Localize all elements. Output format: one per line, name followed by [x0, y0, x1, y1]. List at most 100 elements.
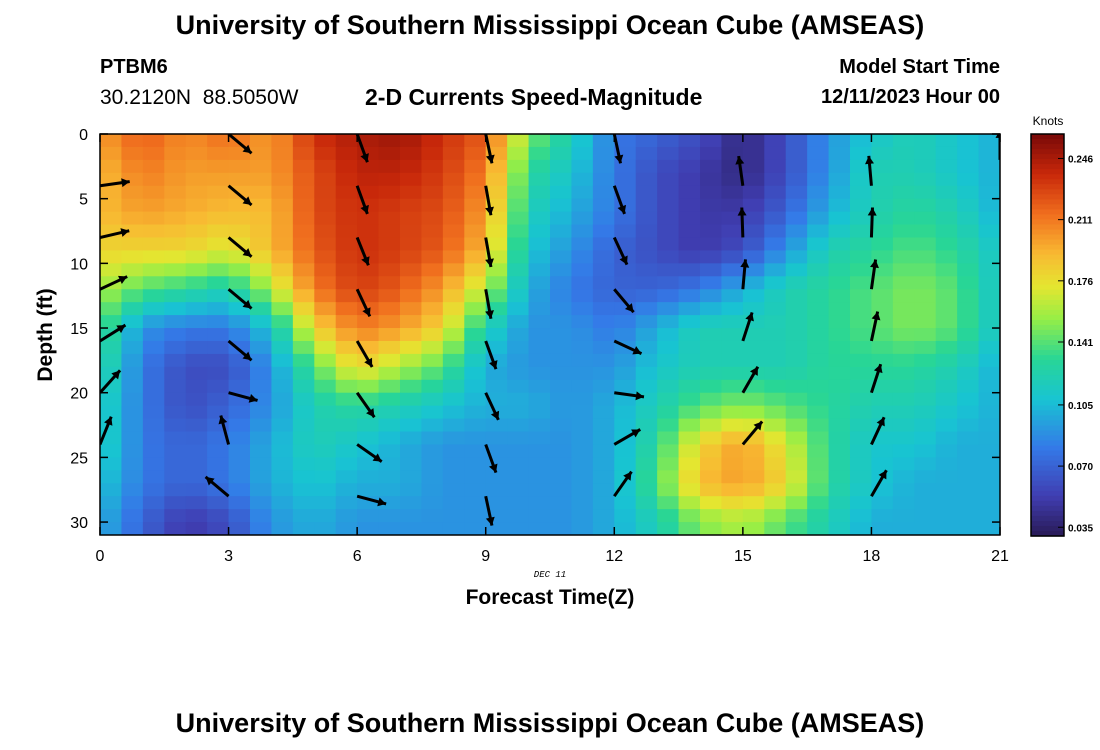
heatmap-cell [250, 353, 273, 368]
colorbar-segment [1031, 525, 1064, 532]
heatmap-cell [614, 444, 637, 458]
heatmap-cell [228, 366, 251, 381]
heatmap-cell [271, 276, 294, 290]
colorbar-segment [1031, 440, 1064, 447]
heatmap-cell [164, 418, 187, 433]
heatmap-cell [742, 405, 765, 420]
heatmap-cell [421, 328, 444, 342]
heatmap-cell [250, 211, 273, 226]
heatmap-cell [892, 470, 915, 484]
heatmap-cell [421, 250, 444, 264]
heatmap-cell [357, 522, 380, 535]
heatmap-cell [528, 483, 551, 497]
current-vector-head [624, 303, 634, 313]
heatmap-cell [978, 353, 1000, 368]
heatmap-cell [421, 340, 444, 355]
heatmap-cell [957, 405, 980, 420]
current-vector-head [118, 275, 128, 285]
heatmap-cell [871, 353, 894, 368]
heatmap-cell [700, 392, 723, 407]
heatmap-cell [764, 418, 787, 433]
heatmap-cell [657, 289, 680, 303]
heatmap-cell [592, 405, 615, 420]
heatmap-cell [828, 315, 851, 329]
heatmap-cell [442, 353, 465, 368]
heatmap-cell [635, 353, 658, 368]
heatmap-cell [978, 366, 1000, 381]
heatmap-cell [400, 340, 423, 355]
heatmap-cell [571, 457, 594, 471]
heatmap-cell [785, 418, 808, 433]
heatmap-cell [528, 263, 551, 277]
heatmap-cell [550, 509, 573, 523]
heatmap-cell [271, 159, 294, 174]
heatmap-cell [228, 405, 251, 420]
heatmap-cell [571, 134, 594, 148]
heatmap-cell [550, 159, 573, 174]
heatmap-cell [185, 198, 208, 213]
colorbar-segment [1031, 410, 1064, 417]
heatmap-cell [850, 366, 873, 381]
heatmap-cell [914, 315, 937, 329]
heatmap-cell [550, 340, 573, 355]
heatmap-cell [292, 302, 315, 316]
heatmap-cell [164, 509, 187, 523]
heatmap-cell [914, 340, 937, 355]
heatmap-cell [892, 340, 915, 355]
heatmap-cell [185, 509, 208, 523]
heatmap-cell [292, 405, 315, 420]
current-vector-head [377, 497, 387, 507]
heatmap-cell [378, 159, 401, 174]
heatmap-cell [721, 276, 744, 290]
colorbar-segment [1031, 530, 1064, 537]
heatmap-cell [914, 431, 937, 446]
heatmap-cell [507, 418, 530, 433]
heatmap-cell [957, 146, 980, 161]
heatmap-cell [785, 522, 808, 535]
heatmap-cell [957, 483, 980, 497]
heatmap-cell [892, 172, 915, 187]
heatmap-cell [335, 444, 358, 458]
current-vector-head [876, 417, 885, 427]
heatmap-cell [400, 418, 423, 433]
heatmap-cell [764, 379, 787, 394]
heatmap-cell [121, 418, 144, 433]
heatmap-cell [635, 172, 658, 187]
current-vector-head [623, 471, 632, 481]
heatmap-cell [828, 522, 851, 535]
heatmap-cell [871, 302, 894, 316]
heatmap-cell [614, 159, 637, 174]
heatmap-cell [935, 276, 958, 290]
heatmap-cell [271, 470, 294, 484]
heatmap-cell [357, 172, 380, 187]
heatmap-cell [528, 211, 551, 226]
heatmap-cell [785, 134, 808, 148]
heatmap-cell [250, 379, 273, 394]
heatmap-cell [314, 172, 337, 187]
heatmap-cell [142, 496, 165, 510]
colorbar-segment [1031, 520, 1064, 527]
heatmap-cell [142, 366, 165, 381]
colorbar-segment [1031, 380, 1064, 386]
heatmap-cell [164, 366, 187, 381]
heatmap-cell [228, 522, 251, 535]
heatmap-cell [635, 328, 658, 342]
heatmap-cell [678, 302, 701, 316]
heatmap-cell [957, 509, 980, 523]
heatmap-cell [271, 302, 294, 316]
heatmap-cell [785, 237, 808, 252]
heatmap-cell [250, 185, 273, 200]
heatmap-cell [528, 159, 551, 174]
current-vector-head [485, 258, 494, 268]
heatmap-cell [592, 509, 615, 523]
heatmap-cell [550, 366, 573, 381]
heatmap-cell [271, 172, 294, 187]
colorbar-segment [1031, 229, 1064, 236]
heatmap-cell [635, 366, 658, 381]
heatmap-cell [592, 211, 615, 226]
heatmap-cell [507, 185, 530, 200]
heatmap-cell [207, 159, 230, 174]
heatmap-cell [271, 509, 294, 523]
heatmap-cell [614, 405, 637, 420]
heatmap-cell [828, 289, 851, 303]
